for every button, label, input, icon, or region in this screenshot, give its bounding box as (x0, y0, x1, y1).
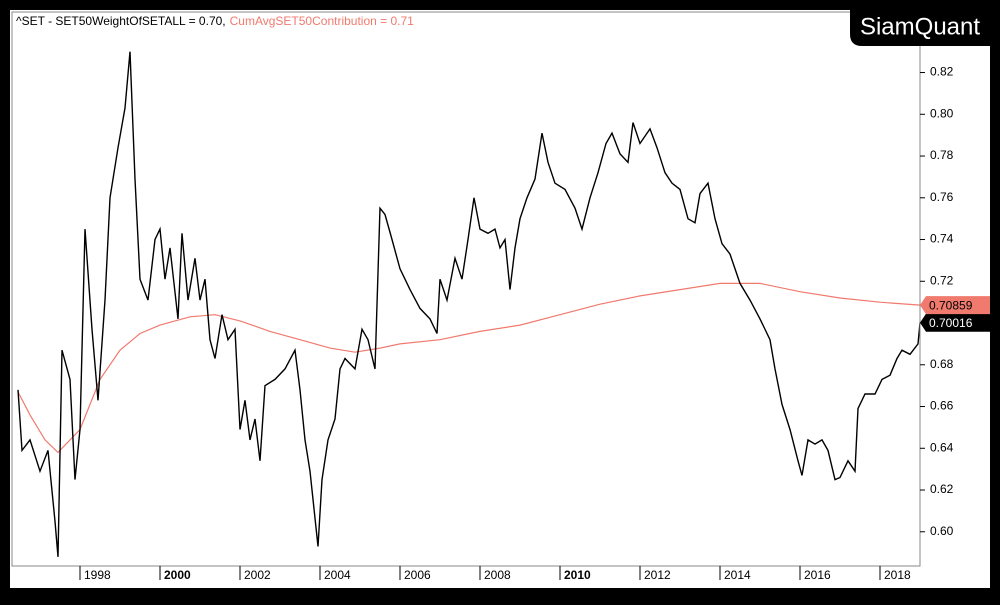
y-tick-label: 0.60 (930, 524, 954, 538)
y-tick-label: 0.80 (930, 106, 954, 120)
series-line (17, 282, 921, 454)
panel (10, 10, 990, 588)
y-tick-label: 0.74 (930, 232, 954, 246)
last-value-tag: 0.70016 (920, 313, 990, 332)
watermark: SiamQuant (860, 13, 980, 40)
x-tick-label: 2018 (884, 568, 911, 582)
x-tick-label: 1998 (84, 568, 111, 582)
legend-entry: ^SET - SET50WeightOfSETALL = 0.70, (16, 14, 226, 28)
y-tick-label: 0.76 (930, 190, 954, 204)
y-tick-label: 0.68 (930, 357, 954, 371)
y-tick-label: 0.78 (930, 148, 954, 162)
x-tick-label: 2000 (164, 568, 191, 582)
y-tick-label: 0.72 (930, 273, 954, 287)
tag-box (920, 313, 990, 332)
y-tick-label: 0.62 (930, 482, 954, 496)
y-tick-label: 0.82 (930, 65, 954, 79)
last-value-tag: 0.70859 (920, 296, 990, 315)
x-tick-label: 2004 (324, 568, 351, 582)
y-tick-label: 0.66 (930, 399, 954, 413)
y-tick-label: 0.64 (930, 440, 954, 454)
legend-entry: CumAvgSET50Contribution = 0.71 (230, 14, 415, 28)
x-tick-label: 2014 (724, 568, 751, 582)
x-tick-label: 2008 (484, 568, 511, 582)
x-tick-label: 2016 (804, 568, 831, 582)
x-tick-label: 2012 (644, 568, 671, 582)
x-tick-label: 2010 (564, 568, 591, 582)
legend: ^SET - SET50WeightOfSETALL = 0.70, CumAvg… (16, 14, 414, 28)
series-line (17, 51, 921, 557)
x-tick-label: 2002 (244, 568, 271, 582)
tag-box (920, 296, 990, 315)
tag-label: 0.70859 (929, 298, 973, 312)
plot-border (11, 11, 921, 567)
tag-label: 0.70016 (929, 316, 973, 330)
watermark-box (850, 10, 990, 46)
x-tick-label: 2006 (404, 568, 431, 582)
plot-area (17, 51, 921, 557)
